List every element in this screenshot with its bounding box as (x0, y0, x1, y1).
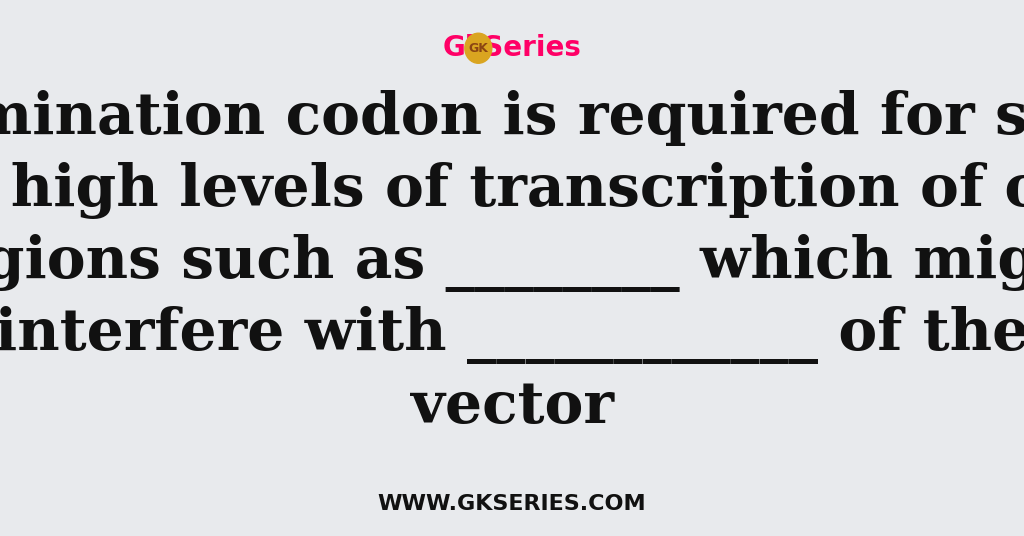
Circle shape (465, 33, 492, 63)
Text: vector: vector (411, 379, 613, 435)
Text: ping high levels of transcription of other: ping high levels of transcription of oth… (0, 162, 1024, 219)
Text: WWW.GKSERIES.COM: WWW.GKSERIES.COM (378, 494, 646, 514)
Text: GK: GK (468, 42, 488, 55)
Text: interfere with ____________ of the: interfere with ____________ of the (0, 306, 1024, 364)
Text: Termination codon is required for stop-: Termination codon is required for stop- (0, 90, 1024, 146)
Text: GkSeries: GkSeries (442, 34, 582, 62)
Text: regions such as ________ which might: regions such as ________ which might (0, 234, 1024, 292)
